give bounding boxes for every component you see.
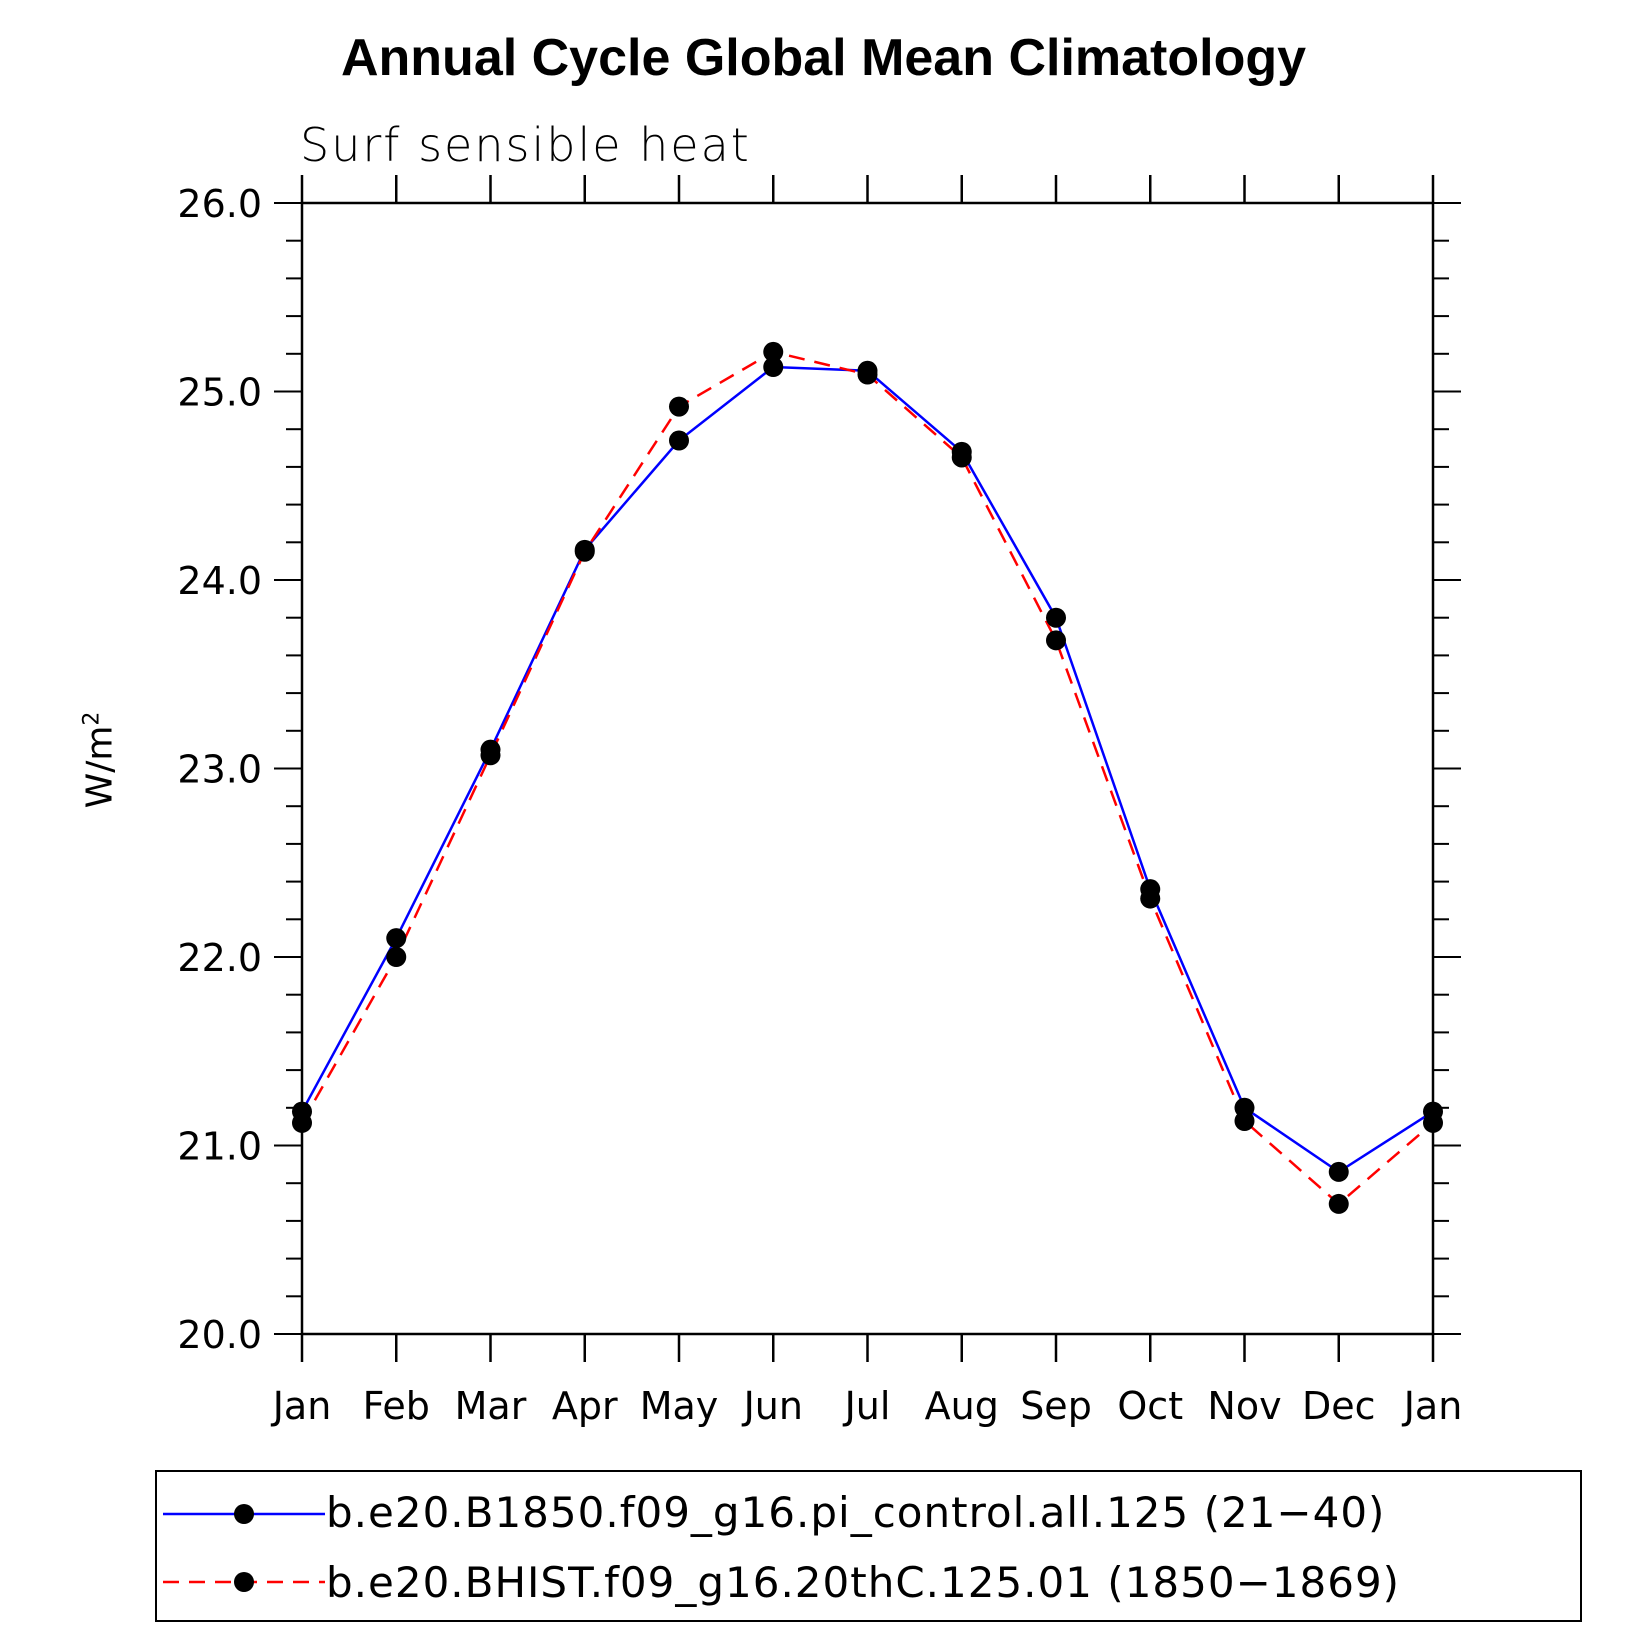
y-tick-label: 20.0 bbox=[177, 1313, 262, 1357]
legend-swatches bbox=[163, 1504, 325, 1592]
data-point-series-2 bbox=[951, 447, 972, 468]
data-point-series-2 bbox=[1328, 1193, 1349, 1214]
x-tick-label: Sep bbox=[1020, 1384, 1092, 1428]
data-point-series-1 bbox=[1046, 607, 1066, 628]
data-point-series-2 bbox=[857, 364, 878, 385]
legend-marker-1 bbox=[234, 1504, 254, 1524]
plot-area: Jan Feb Mar Apr May Jun Jul Aug Sep Oct Nov Dec Jan2… bbox=[177, 175, 1463, 1428]
data-point-series-1 bbox=[669, 430, 689, 451]
data-point-series-2 bbox=[1234, 1110, 1255, 1131]
data-point-series-2 bbox=[574, 541, 595, 562]
data-point-series-2 bbox=[763, 341, 784, 362]
x-tick-label: Jan bbox=[271, 1384, 332, 1428]
legend bbox=[155, 1470, 1582, 1622]
legend-label-2: b.e20.BHIST.f09_g16.20thC.125.01 (1850−1… bbox=[326, 1558, 1401, 1607]
data-point-series-2 bbox=[480, 745, 501, 766]
series-line-1 bbox=[300, 365, 1434, 1174]
y-tick-label: 24.0 bbox=[177, 559, 262, 603]
data-point-series-2 bbox=[386, 947, 407, 967]
chart-title: Annual Cycle Global Mean Climatology bbox=[340, 29, 1307, 87]
y-tick-label: 23.0 bbox=[177, 748, 262, 792]
x-tick-label: May bbox=[640, 1384, 719, 1428]
x-tick-label: Jan bbox=[1402, 1384, 1463, 1428]
y-tick-label: 26.0 bbox=[177, 182, 262, 226]
x-tick-label: Nov bbox=[1207, 1384, 1281, 1428]
data-point-series-2 bbox=[669, 396, 689, 417]
y-tick-label: 22.0 bbox=[177, 936, 262, 980]
x-tick-label: Apr bbox=[552, 1384, 618, 1428]
x-tick-label: Jun bbox=[742, 1384, 803, 1428]
data-point-series-2 bbox=[292, 1112, 312, 1133]
data-point-series-1 bbox=[386, 928, 407, 949]
data-point-series-2 bbox=[1423, 1112, 1443, 1133]
data-point-series-1 bbox=[763, 356, 784, 377]
x-tick-label: Feb bbox=[363, 1384, 430, 1428]
x-tick-label: Jul bbox=[843, 1384, 891, 1428]
x-tick-label: Oct bbox=[1117, 1384, 1183, 1428]
data-point-series-2 bbox=[1046, 630, 1066, 651]
series-line-2 bbox=[300, 350, 1434, 1206]
data-point-series-1 bbox=[1328, 1161, 1349, 1182]
x-tick-label: Aug bbox=[925, 1384, 999, 1428]
x-tick-label: Dec bbox=[1302, 1384, 1376, 1428]
data-point-series-2 bbox=[1140, 888, 1161, 909]
y-tick-label: 21.0 bbox=[177, 1125, 262, 1169]
legend-label-1: b.e20.B1850.f09_g16.pi_control.all.125 (… bbox=[326, 1488, 1386, 1537]
chart-subtitle: Surf sensible heat bbox=[300, 118, 751, 172]
x-tick-label: Mar bbox=[455, 1384, 527, 1428]
y-tick-label: 25.0 bbox=[177, 371, 262, 415]
legend-marker-2 bbox=[234, 1572, 254, 1592]
